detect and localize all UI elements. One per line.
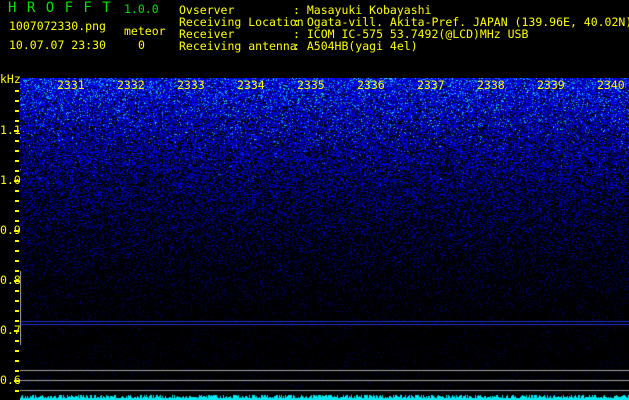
freq-tick [15,110,19,112]
time-label: 2339 [537,78,565,92]
receiver-label: Receiver [179,27,235,41]
file-datetime: 10.07.07 23:30 [9,38,106,52]
freq-tick [15,220,19,222]
observer-label: Ovserver [179,3,235,17]
time-label: 2338 [477,78,505,92]
time-label: 2340 [597,78,625,92]
app-version: 1.0.0 [124,2,159,16]
freq-tick [14,230,19,232]
freq-tick [14,330,19,332]
freq-tick [15,120,19,122]
time-label: 2335 [297,78,325,92]
freq-tick [14,180,19,182]
freq-tick [15,290,19,292]
freq-tick [15,100,19,102]
freq-label: 0.7 [0,323,21,337]
freq-tick [15,160,19,162]
freq-tick [14,280,19,282]
time-label: 2333 [177,78,205,92]
time-label: 2332 [117,78,145,92]
freq-tick [15,370,19,372]
spectrogram [20,78,629,400]
freq-tick [15,270,19,272]
freq-tick [14,380,19,382]
antenna-value: : A504HB(yagi 4el) [293,39,418,53]
location-label: Receiving Location [179,15,304,29]
freq-label: 0.8 [0,273,21,287]
time-label: 2334 [237,78,265,92]
freq-tick [15,350,19,352]
freq-tick [15,140,19,142]
freq-label: 0.6 [0,373,21,387]
freq-tick [15,320,19,322]
freq-tick [15,210,19,212]
app-title: H R O F F T [8,0,112,16]
freq-tick [15,200,19,202]
meteor-count: 0 [138,38,145,52]
freq-tick [15,150,19,152]
antenna-label: Receiving antenna [179,39,297,53]
freq-label: 1.0 [0,173,21,187]
freq-tick [15,360,19,362]
location-value: : Ogata-vill. Akita-Pref. JAPAN (139.96E… [293,15,629,29]
meteor-label: meteor [124,24,166,38]
freq-tick [15,300,19,302]
freq-tick [15,390,19,392]
observer-value: : Masayuki Kobayashi [293,3,432,17]
freq-tick [15,260,19,262]
freq-label: 0.9 [0,223,21,237]
freq-tick [15,170,19,172]
freq-tick [15,90,19,92]
freq-tick [15,310,19,312]
freq-tick [15,190,19,192]
freq-tick [15,240,19,242]
unit-label: kHz [0,72,21,86]
receiver-value: : ICOM IC-575 53.7492(@LCD)MHz USB [293,27,529,41]
freq-tick [14,130,19,132]
time-label: 2331 [57,78,85,92]
time-label: 2337 [417,78,445,92]
freq-label: 1.1 [0,123,21,137]
time-label: 2336 [357,78,385,92]
freq-tick [15,340,19,342]
freq-tick [15,250,19,252]
file-name: 1007072330.png [9,19,106,33]
